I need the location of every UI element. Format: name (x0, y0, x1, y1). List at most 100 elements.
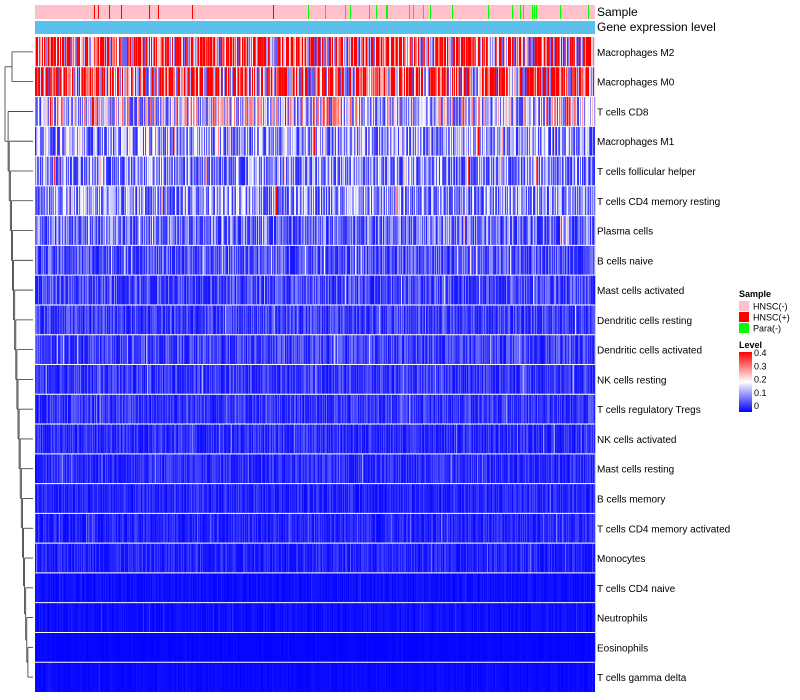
heatmap-cell (74, 37, 76, 67)
heatmap-cell (40, 156, 42, 186)
heatmap-cell (548, 37, 550, 67)
heatmap-cell (346, 96, 348, 127)
heatmap-cell (413, 66, 415, 97)
heatmap-cell (226, 156, 228, 186)
heatmap-cell (263, 304, 265, 335)
heatmap-cell (411, 37, 413, 67)
heatmap-cell (328, 96, 330, 127)
heatmap-cell (44, 96, 46, 127)
heatmap-cell (185, 126, 187, 157)
heatmap-cell (203, 275, 205, 305)
heatmap-cell (232, 96, 234, 127)
heatmap-cell (245, 215, 247, 246)
heatmap-cell (127, 215, 129, 246)
heatmap-cell (158, 156, 160, 186)
heatmap-cell (198, 215, 200, 246)
heatmap-cell (379, 126, 381, 157)
heatmap-cell (500, 96, 502, 127)
sample-bar-segment (409, 5, 410, 19)
heatmap-cell (190, 66, 192, 97)
heatmap-cell (190, 156, 192, 186)
heatmap-cell (367, 304, 369, 335)
heatmap-cell (431, 215, 433, 246)
heatmap-cell (356, 304, 358, 335)
heatmap-cell (376, 66, 378, 97)
heatmap-cell (347, 185, 349, 216)
heatmap-cell (178, 96, 180, 127)
heatmap-cell (68, 66, 70, 97)
heatmap-cell (44, 185, 46, 216)
heatmap-cell (49, 185, 51, 216)
heatmap-cell (122, 66, 124, 97)
heatmap-cell (543, 185, 545, 216)
heatmap-cell (303, 215, 305, 246)
heatmap-cell (336, 185, 338, 216)
heatmap-cell (110, 37, 112, 67)
heatmap-cell (424, 215, 426, 246)
heatmap-cell (347, 66, 349, 97)
heatmap-cell (306, 126, 308, 157)
heatmap-cell (211, 37, 213, 67)
heatmap-cell (585, 126, 587, 157)
heatmap-cell (307, 126, 309, 157)
heatmap-cell (148, 245, 150, 276)
sample-bar-segment (94, 5, 95, 19)
heatmap-cell (534, 96, 536, 127)
heatmap-cell (64, 126, 66, 157)
heatmap-cell (246, 126, 248, 157)
heatmap-cell (338, 96, 340, 127)
heatmap-cell (369, 275, 371, 305)
heatmap-cell (390, 126, 392, 157)
heatmap-cell (487, 126, 489, 157)
heatmap-cell (306, 215, 308, 246)
heatmap-cell (582, 126, 584, 157)
heatmap-cell (229, 96, 231, 127)
heatmap-cell (451, 215, 453, 246)
heatmap-cell (82, 96, 84, 127)
heatmap-cell (123, 96, 125, 127)
heatmap-cell (384, 37, 386, 67)
heatmap-cell (334, 126, 336, 157)
heatmap-cell (385, 215, 387, 246)
heatmap-cell (505, 37, 507, 67)
heatmap-cell (37, 185, 39, 216)
heatmap-cell (366, 185, 368, 216)
heatmap-cell (507, 185, 509, 216)
heatmap-cell (305, 185, 307, 216)
heatmap-cell (200, 156, 202, 186)
heatmap-cell (504, 156, 506, 186)
heatmap-cell (150, 126, 152, 157)
heatmap-cell (172, 185, 174, 216)
heatmap-cell (292, 185, 294, 216)
heatmap-cell (357, 156, 359, 186)
heatmap-cell (382, 37, 384, 67)
heatmap-cell (295, 126, 297, 157)
heatmap-cell (227, 66, 229, 97)
heatmap-cell (388, 156, 390, 186)
heatmap-cell (311, 185, 313, 216)
heatmap-cell (457, 185, 459, 216)
heatmap-cell (313, 37, 315, 67)
heatmap-cell (278, 37, 280, 67)
heatmap-cell (282, 37, 284, 67)
heatmap-cell (373, 215, 375, 246)
heatmap-cell (395, 37, 397, 67)
heatmap-cell (80, 37, 82, 67)
heatmap-cell (467, 156, 469, 186)
heatmap-cell (124, 156, 126, 186)
heatmap-cell (588, 185, 590, 216)
heatmap-cell (309, 66, 311, 97)
heatmap-cell (114, 156, 116, 186)
heatmap-cell (531, 126, 533, 157)
heatmap-cell (102, 156, 104, 186)
heatmap-cell (559, 37, 561, 67)
heatmap-cell (536, 185, 538, 216)
heatmap-cell (464, 156, 466, 186)
heatmap-cell (290, 185, 292, 216)
heatmap-cell (409, 215, 411, 246)
heatmap-cell (281, 37, 283, 67)
heatmap-cell (465, 37, 467, 67)
heatmap-cell (69, 156, 71, 186)
heatmap-cell (287, 156, 289, 186)
heatmap-cell (206, 126, 208, 157)
